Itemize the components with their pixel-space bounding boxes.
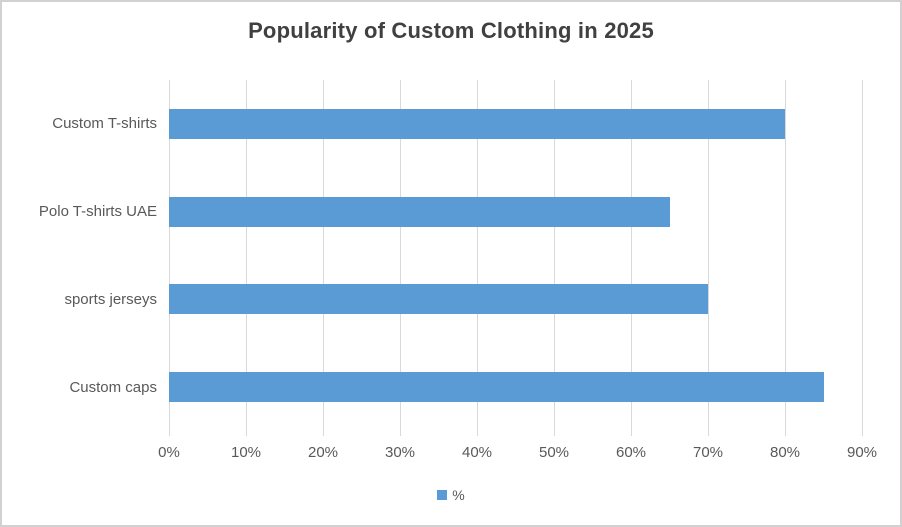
value-axis-tick-label: 20% <box>307 444 339 461</box>
gridline <box>169 80 170 436</box>
value-axis-tick-label: 40% <box>461 444 493 461</box>
chart-title: Popularity of Custom Clothing in 2025 <box>248 18 654 43</box>
value-axis-labels: 0% 10% 20% 30% 40% 50% 60% 70% 80% 90% <box>158 444 877 464</box>
category-label: Custom T-shirts <box>52 115 157 133</box>
legend-swatch-icon <box>437 490 448 500</box>
value-axis-tick-label: 0% <box>158 444 180 461</box>
gridline <box>862 80 863 436</box>
plot-area <box>169 80 863 436</box>
gridline <box>708 80 709 436</box>
value-axis-tick-label: 60% <box>615 444 647 461</box>
gridline <box>477 80 478 436</box>
bar <box>169 196 670 227</box>
value-axis-tick-label: 70% <box>692 444 724 461</box>
category-axis-labels: Custom T-shirts Polo T-shirts UAE sports j… <box>2 80 157 431</box>
gridline <box>631 80 632 436</box>
value-axis-tick-label: 90% <box>846 444 878 461</box>
category-label: Custom caps <box>69 378 157 396</box>
bar <box>169 372 824 403</box>
category-label: Polo T-shirts UAE <box>38 203 157 221</box>
value-axis-tick-label: 30% <box>384 444 416 461</box>
bar-row <box>169 80 862 168</box>
gridline <box>400 80 401 436</box>
bar-row <box>169 168 862 256</box>
value-axis-tick-label: 50% <box>538 444 570 461</box>
legend-label: % <box>452 487 465 503</box>
gridline <box>246 80 247 436</box>
gridline <box>323 80 324 436</box>
legend: % <box>2 487 900 503</box>
bar <box>169 284 708 315</box>
category-label: sports jerseys <box>64 290 157 308</box>
gridline <box>785 80 786 436</box>
bar-row <box>169 343 862 431</box>
value-axis-tick-label: 80% <box>769 444 801 461</box>
bar-row <box>169 256 862 344</box>
gridline <box>554 80 555 436</box>
bar <box>169 108 785 139</box>
value-axis-tick-label: 10% <box>230 444 262 461</box>
